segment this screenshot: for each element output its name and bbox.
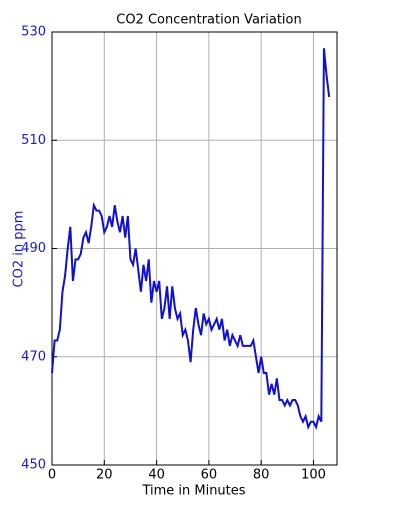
- x-tick-label: 80: [253, 468, 270, 483]
- x-tick-label: 60: [201, 468, 218, 483]
- x-tick-label: 100: [301, 468, 326, 483]
- x-axis-label: Time in Minutes: [141, 484, 245, 499]
- y-tick-label: 490: [21, 241, 46, 256]
- data-line: [51, 48, 331, 431]
- y-tick-label: 470: [21, 349, 46, 364]
- x-tick-label: 0: [48, 468, 56, 483]
- y-tick-label: 530: [21, 25, 46, 40]
- x-tick-label: 40: [148, 468, 165, 483]
- y-axis-label: CO2 in ppm: [12, 211, 27, 288]
- y-tick-label: 510: [21, 133, 46, 148]
- chart-title: CO2 Concentration Variation: [116, 13, 302, 28]
- plot-frame: [51, 31, 338, 466]
- x-tick-label: 20: [96, 468, 113, 483]
- y-tick-label: 450: [21, 458, 46, 473]
